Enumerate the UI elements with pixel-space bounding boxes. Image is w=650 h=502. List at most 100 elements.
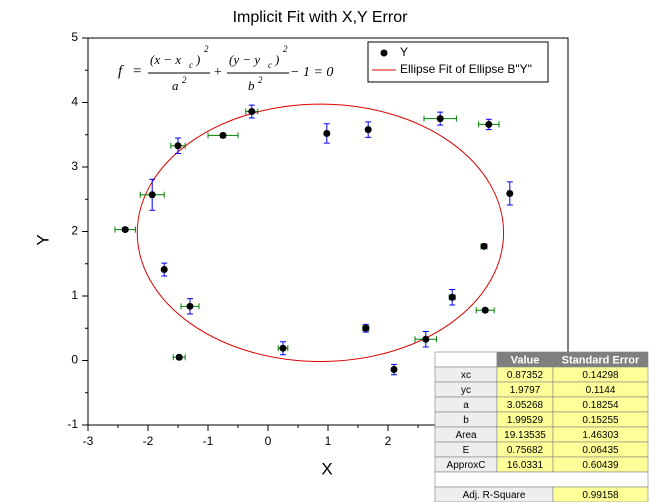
formula-part: − 1 = 0 bbox=[290, 65, 333, 80]
point-group bbox=[364, 121, 372, 138]
formula-part: 2 bbox=[283, 44, 288, 54]
x-tick-label: 0 bbox=[265, 434, 272, 448]
table-cell bbox=[552, 486, 649, 502]
formula-part: b bbox=[248, 78, 255, 93]
table-value: 0.15255 bbox=[582, 415, 619, 426]
table-value: 19.13535 bbox=[504, 430, 546, 441]
x-tick-label: 1 bbox=[325, 434, 332, 448]
point-group bbox=[207, 131, 239, 139]
formula-part: 2 bbox=[258, 75, 263, 85]
y-tick-label: 0 bbox=[71, 353, 78, 367]
table-value: 0.1144 bbox=[586, 385, 616, 396]
point-group bbox=[277, 341, 289, 356]
point-group bbox=[390, 363, 398, 376]
point-group bbox=[448, 289, 456, 306]
formula-part: a bbox=[172, 78, 179, 93]
table-value: 0.99158 bbox=[582, 490, 619, 501]
table-cell bbox=[434, 471, 649, 488]
table-row-label: a bbox=[463, 400, 469, 411]
point-group bbox=[423, 111, 457, 126]
formula-part: f bbox=[118, 63, 124, 79]
y-tick-label: 4 bbox=[71, 95, 78, 109]
point bbox=[186, 302, 194, 310]
point-group bbox=[478, 118, 500, 131]
point bbox=[219, 131, 227, 139]
legend-label: Ellipse Fit of Ellipse B"Y" bbox=[400, 62, 532, 76]
chart-title: Implicit Fit with X,Y Error bbox=[233, 9, 409, 26]
formula-part: ) bbox=[274, 52, 279, 67]
y-tick-label: -1 bbox=[67, 417, 78, 431]
formula-part: = bbox=[132, 63, 142, 79]
formula-part: 2 bbox=[204, 44, 209, 54]
point-group bbox=[480, 242, 488, 250]
table-cell bbox=[434, 351, 498, 368]
x-tick-label: -2 bbox=[143, 434, 154, 448]
table-row-label: yc bbox=[461, 385, 471, 396]
table-value: 16.0331 bbox=[507, 460, 544, 471]
table-value: 0.87352 bbox=[507, 370, 544, 381]
y-tick-label: 1 bbox=[71, 288, 78, 302]
table-value: 0.14298 bbox=[582, 370, 619, 381]
legend-box bbox=[367, 41, 549, 83]
point bbox=[485, 120, 493, 128]
point-group bbox=[475, 306, 495, 314]
point bbox=[448, 293, 456, 301]
point bbox=[160, 266, 168, 274]
y-tick-label: 3 bbox=[71, 159, 78, 173]
table-row-label: xc bbox=[461, 370, 471, 381]
point bbox=[364, 126, 372, 134]
table-value: 3.05268 bbox=[507, 400, 544, 411]
formula-part: (x − x bbox=[150, 52, 181, 67]
point-group bbox=[323, 123, 331, 144]
x-tick-label: 2 bbox=[385, 434, 392, 448]
point bbox=[248, 108, 256, 116]
point bbox=[362, 324, 370, 332]
point-group bbox=[245, 104, 259, 119]
point bbox=[422, 335, 430, 343]
point bbox=[323, 129, 331, 137]
y-axis-label: Y bbox=[33, 234, 52, 245]
point bbox=[506, 189, 514, 197]
legend-label: Y bbox=[400, 45, 408, 59]
point bbox=[175, 353, 183, 361]
table-value: 0.06435 bbox=[582, 445, 619, 456]
point bbox=[279, 344, 287, 352]
formula-part: (y − y bbox=[229, 52, 260, 67]
point-group bbox=[160, 262, 168, 277]
x-tick-label: -3 bbox=[83, 434, 94, 448]
point bbox=[481, 306, 489, 314]
point bbox=[436, 115, 444, 123]
point-group bbox=[172, 353, 186, 361]
table-header: Value bbox=[511, 354, 540, 366]
point-group bbox=[114, 226, 136, 234]
point bbox=[390, 366, 398, 374]
point bbox=[121, 226, 129, 234]
table-value: 1.99529 bbox=[507, 415, 544, 426]
table-value: 1.9797 bbox=[510, 385, 541, 396]
point bbox=[480, 242, 488, 250]
legend: Y Ellipse Fit of Ellipse B"Y" bbox=[367, 41, 549, 83]
formula-part: 2 bbox=[182, 75, 187, 85]
table-value: 0.75682 bbox=[507, 445, 544, 456]
formula-part: ) bbox=[195, 52, 200, 67]
point-group bbox=[180, 298, 200, 315]
point-group bbox=[139, 178, 165, 211]
legend-marker bbox=[380, 49, 388, 57]
formula-part: + bbox=[213, 65, 222, 80]
point-group bbox=[170, 137, 186, 154]
x-axis-label: X bbox=[321, 459, 332, 478]
formula-part: c bbox=[268, 60, 272, 70]
table-row-label: Adj. R-Square bbox=[463, 490, 526, 501]
table-value: 0.18254 bbox=[582, 400, 619, 411]
y-tick-label: 2 bbox=[71, 224, 78, 238]
table-row-label: ApproxC bbox=[447, 460, 486, 471]
ellipse-fit bbox=[136, 103, 505, 363]
results-table: Value Standard Error xc 0.87352 0.14298 yc 1.9… bbox=[434, 351, 649, 502]
table-row-label: b bbox=[463, 415, 469, 426]
table-row-label: Area bbox=[455, 430, 477, 441]
table-header: Standard Error bbox=[562, 354, 640, 366]
table-value: 0.60439 bbox=[582, 460, 619, 471]
table-row-label: E bbox=[463, 445, 470, 456]
point-group bbox=[414, 330, 438, 348]
